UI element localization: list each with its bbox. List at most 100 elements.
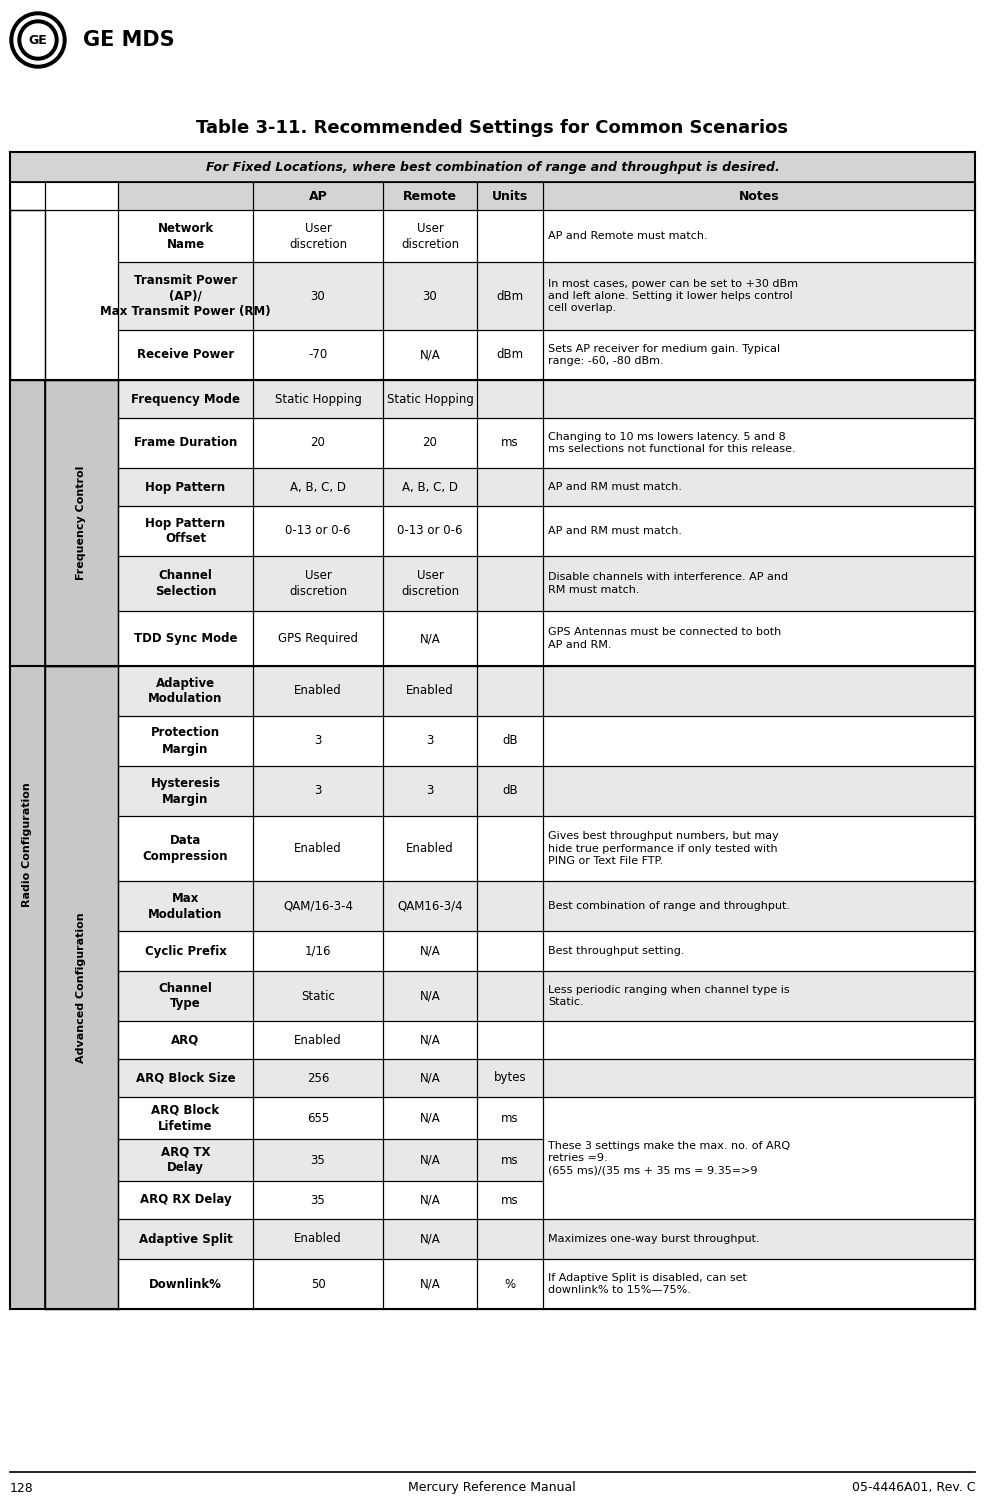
Bar [477, 555, 543, 611]
Bar [383, 380, 477, 417]
Bar [477, 766, 543, 817]
Bar [118, 1060, 253, 1097]
Text: Less periodic ranging when channel type is
Static.: Less periodic ranging when channel type … [548, 985, 790, 1007]
Bar [383, 468, 477, 506]
Bar [253, 1060, 383, 1097]
Text: Disable channels with interference. AP and
RM must match.: Disable channels with interference. AP a… [548, 572, 788, 594]
Bar [253, 931, 383, 971]
Bar [383, 1060, 477, 1097]
Bar [543, 330, 975, 380]
Bar [477, 1139, 543, 1181]
Text: QAM16-3/4: QAM16-3/4 [397, 899, 463, 913]
Text: Downlink%: Downlink% [149, 1277, 222, 1291]
Bar [543, 666, 975, 716]
Text: Frequency Mode: Frequency Mode [131, 392, 240, 405]
Bar [383, 417, 477, 468]
Text: Hysteresis
Margin: Hysteresis Margin [151, 776, 221, 806]
Bar [45, 666, 118, 1309]
Text: User
discretion: User discretion [401, 222, 459, 251]
Text: ms: ms [501, 1153, 519, 1166]
Text: For Fixed Locations, where best combination of range and throughput is desired.: For Fixed Locations, where best combinat… [206, 161, 779, 174]
Bar [253, 1181, 383, 1219]
Text: 3: 3 [314, 785, 322, 797]
Bar [543, 1060, 975, 1097]
Bar [253, 210, 383, 263]
Text: Cyclic Prefix: Cyclic Prefix [145, 944, 227, 958]
Bar [477, 1259, 543, 1309]
Bar [253, 766, 383, 817]
Text: %: % [504, 1277, 515, 1291]
Text: N/A: N/A [420, 632, 440, 645]
Text: AP: AP [308, 189, 327, 203]
Text: 3: 3 [314, 734, 322, 747]
Bar [383, 263, 477, 330]
Bar [477, 611, 543, 666]
Bar [383, 1097, 477, 1139]
Text: If Adaptive Split is disabled, can set
downlink% to 15%—75%.: If Adaptive Split is disabled, can set d… [548, 1273, 747, 1295]
Bar [118, 380, 253, 417]
Bar [253, 1021, 383, 1060]
Text: Notes: Notes [739, 189, 779, 203]
Bar [543, 468, 975, 506]
Text: Mercury Reference Manual: Mercury Reference Manual [408, 1481, 576, 1495]
Text: N/A: N/A [420, 989, 440, 1003]
Bar [543, 971, 975, 1021]
Text: A, B, C, D: A, B, C, D [290, 480, 346, 494]
Text: Static: Static [301, 989, 335, 1003]
Bar [118, 182, 253, 210]
Bar [118, 417, 253, 468]
Bar [118, 666, 253, 716]
Text: Best combination of range and throughput.: Best combination of range and throughput… [548, 901, 790, 911]
Text: Hop Pattern: Hop Pattern [146, 480, 226, 494]
Text: Channel
Selection: Channel Selection [155, 569, 217, 597]
Text: Radio Configuration: Radio Configuration [23, 782, 33, 907]
Text: Enabled: Enabled [295, 684, 342, 698]
Bar [477, 971, 543, 1021]
Text: Remote: Remote [403, 189, 457, 203]
Bar [118, 1259, 253, 1309]
Bar [383, 817, 477, 881]
Text: AP and RM must match.: AP and RM must match. [548, 482, 682, 492]
Text: N/A: N/A [420, 944, 440, 958]
Bar [253, 666, 383, 716]
Text: dB: dB [502, 734, 518, 747]
Bar [253, 182, 383, 210]
Bar [118, 766, 253, 817]
Bar [118, 330, 253, 380]
Bar [477, 506, 543, 555]
Text: These 3 settings make the max. no. of ARQ
retries =9.
(655 ms)/(35 ms + 35 ms = : These 3 settings make the max. no. of AR… [548, 1141, 790, 1175]
Circle shape [18, 20, 58, 60]
Text: N/A: N/A [420, 1072, 440, 1085]
Bar [543, 881, 975, 931]
Bar [477, 182, 543, 210]
Bar [543, 1219, 975, 1259]
Bar [477, 881, 543, 931]
Text: N/A: N/A [420, 1034, 440, 1046]
Bar [477, 417, 543, 468]
Text: 30: 30 [310, 290, 325, 303]
Text: 20: 20 [423, 437, 437, 449]
Bar [477, 1021, 543, 1060]
Text: N/A: N/A [420, 1193, 440, 1207]
Text: 256: 256 [306, 1072, 329, 1085]
Bar [253, 611, 383, 666]
Text: 3: 3 [427, 785, 433, 797]
Bar [477, 1097, 543, 1139]
Text: Enabled: Enabled [295, 1034, 342, 1046]
Text: GE: GE [29, 35, 47, 48]
Bar [477, 263, 543, 330]
Text: 50: 50 [310, 1277, 325, 1291]
Text: Hop Pattern
Offset: Hop Pattern Offset [146, 516, 226, 545]
Text: Maximizes one-way burst throughput.: Maximizes one-way burst throughput. [548, 1234, 759, 1244]
Text: 1/16: 1/16 [304, 944, 331, 958]
Bar [118, 555, 253, 611]
Text: ARQ: ARQ [171, 1034, 200, 1046]
Bar [383, 971, 477, 1021]
Bar [543, 555, 975, 611]
Bar [253, 380, 383, 417]
Bar [118, 716, 253, 766]
Bar [118, 1097, 253, 1139]
Bar [10, 182, 45, 210]
Bar [383, 210, 477, 263]
Bar [477, 931, 543, 971]
